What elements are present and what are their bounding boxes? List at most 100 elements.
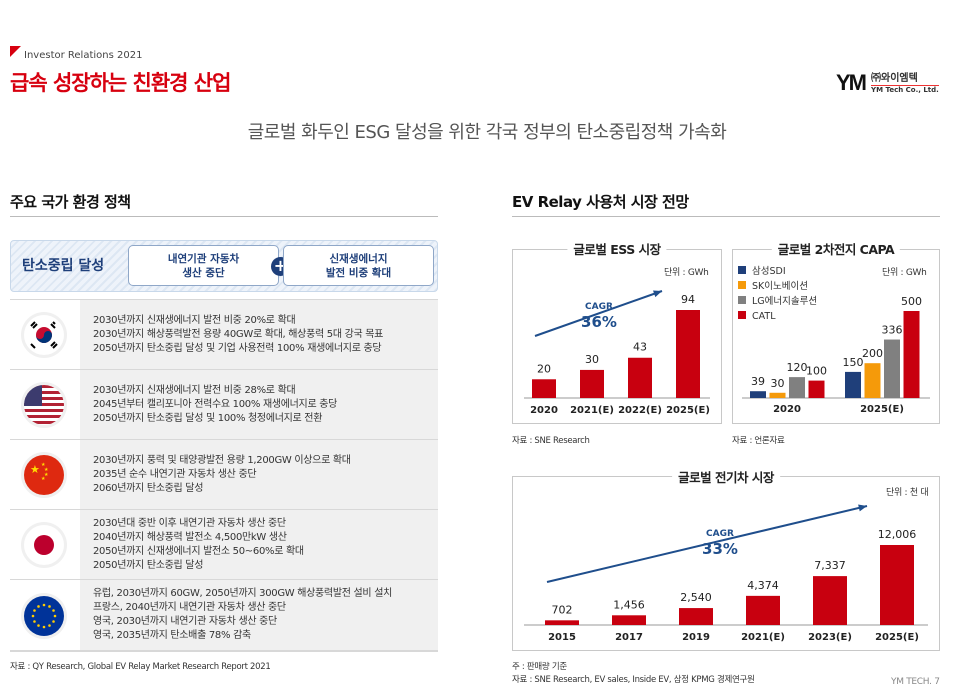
tick-label: 2021(E) <box>741 632 785 643</box>
divider <box>512 216 940 217</box>
data-label: 2,540 <box>680 591 712 604</box>
left-source: 자료 : QY Research, Global EV Relay Market… <box>10 662 271 672</box>
left-heading: 주요 국가 환경 정책 <box>10 193 131 211</box>
bar <box>746 595 780 625</box>
ess-source: 자료 : SNE Research <box>512 436 590 446</box>
data-label: 120 <box>787 361 808 374</box>
goal-label: 탄소중립 달성 <box>22 258 105 274</box>
policy-row-eu: 유럽, 2030년까지 60GW, 2050년까지 300GW 해상풍력발전 설… <box>10 580 438 652</box>
eu-star-icon <box>48 605 51 608</box>
goal-item-engine-stop: 내연기관 자동차 생산 중단 <box>128 245 279 286</box>
legend-swatch <box>738 281 746 289</box>
bar <box>750 391 766 398</box>
eu-star-icon <box>33 609 36 612</box>
bar <box>864 363 881 398</box>
eu-star-icon <box>31 614 35 618</box>
bar <box>769 392 786 398</box>
eu-star-icon <box>52 620 55 623</box>
data-label: 1,456 <box>613 598 645 611</box>
policy-text: 2030년대 중반 이후 내연기관 자동차 생산 중단 2040년까지 해상풍력… <box>93 518 304 571</box>
capa-unit: 단위 : GWh <box>882 268 927 278</box>
cagr-arrow <box>546 505 868 583</box>
policy-row-china: ★ ★ ★ ★ ★ 2030년까지 풍력 및 태양광발전 용량 1,200GW 이상으로… <box>10 440 438 510</box>
data-label: 39 <box>751 375 765 388</box>
policy-row-japan: 2030년대 중반 이후 내연기관 자동차 생산 중단 2040년까지 해상풍력… <box>10 510 438 580</box>
legend-label: CATL <box>752 311 776 322</box>
bar <box>903 311 920 398</box>
ess-unit: 단위 : GWh <box>664 268 709 278</box>
svg-text:★: ★ <box>41 476 46 482</box>
data-label: 150 <box>843 356 864 369</box>
svg-text:★: ★ <box>44 467 49 473</box>
data-label: 20 <box>537 362 551 375</box>
bar <box>676 310 700 398</box>
cagr-value: 36% <box>581 313 617 331</box>
bar <box>580 369 604 398</box>
legend-swatch <box>738 296 746 304</box>
cagr-arrow <box>534 290 663 337</box>
brand-triangle-icon <box>10 46 21 57</box>
svg-text:★: ★ <box>30 463 40 476</box>
bar <box>813 576 847 625</box>
bar <box>545 620 579 625</box>
arrow-head-icon <box>653 290 662 298</box>
data-label: 702 <box>552 603 573 616</box>
policy-row-usa: 2030년까지 신재생에너지 발전 비중 28%로 확대 2045년부터 캘리포… <box>10 370 438 440</box>
eu-star-icon <box>42 625 46 629</box>
svg-text:★: ★ <box>44 472 49 478</box>
bar <box>789 377 805 398</box>
arrow-head-icon <box>858 504 867 512</box>
right-heading: EV Relay 사용처 시장 전망 <box>512 193 689 211</box>
legend-label: SK이노베이션 <box>752 281 808 292</box>
data-label: 500 <box>901 295 922 308</box>
tick-label: 2015 <box>548 632 576 643</box>
legend-item: CATL <box>738 309 817 324</box>
tick-label: 2022(E) <box>618 405 662 416</box>
data-label: 30 <box>585 353 599 366</box>
eu-star-icon <box>37 605 40 608</box>
tick-label: 2020 <box>530 405 558 416</box>
usa-flag-icon <box>24 385 64 425</box>
korea-flag-icon <box>24 315 64 355</box>
policy-text: 2030년까지 신재생에너지 발전 비중 20%로 확대 2030년까지 해상풍… <box>93 315 384 354</box>
cagr-label: CAGR <box>706 529 734 539</box>
legend-item: 삼성SDI <box>738 264 817 279</box>
legend-swatch <box>738 311 746 319</box>
divider <box>10 216 438 217</box>
bar <box>880 545 914 625</box>
ess-chart-title: 글로벌 ESS 시장 <box>567 239 667 258</box>
bar <box>679 608 713 625</box>
eu-star-icon <box>42 603 46 607</box>
policy-row-korea: 2030년까지 신재생에너지 발전 비중 20%로 확대 2030년까지 해상풍… <box>10 300 438 370</box>
section-label: Investor Relations 2021 <box>24 50 143 61</box>
policy-text: 2030년까지 풍력 및 태양광발전 용량 1,200GW 이상으로 확대 20… <box>93 455 351 494</box>
bar <box>884 339 900 398</box>
data-label: 94 <box>681 293 695 306</box>
page-number: YM TECH. 7 <box>891 677 940 687</box>
logo-english: YM Tech Co., Ltd. <box>871 85 939 94</box>
tick-label: 2025(E) <box>875 632 919 643</box>
legend-label: 삼성SDI <box>752 266 786 277</box>
tick-label: 2025(E) <box>666 405 710 416</box>
page-title: 급속 성장하는 친환경 산업 <box>10 71 231 95</box>
cagr-label: CAGR <box>585 302 613 312</box>
ev-chart-title: 글로벌 전기차 시장 <box>672 467 780 486</box>
japan-flag-icon <box>24 525 64 565</box>
data-label: 100 <box>806 365 827 378</box>
cagr-value: 33% <box>702 540 738 558</box>
data-label: 12,006 <box>878 528 917 541</box>
data-label: 4,374 <box>747 579 779 592</box>
data-label: 43 <box>633 341 647 354</box>
tick-label: 2017 <box>615 632 643 643</box>
bar <box>532 379 556 398</box>
legend-item: LG에너지솔루션 <box>738 294 817 309</box>
capa-legend: 삼성SDI SK이노베이션 LG에너지솔루션 CATL <box>738 264 817 324</box>
tick-label: 2020 <box>773 404 801 415</box>
bar <box>612 615 646 625</box>
tick-label: 2023(E) <box>808 632 852 643</box>
eu-star-icon <box>52 609 55 612</box>
policy-text: 2030년까지 신재생에너지 발전 비중 28%로 확대 2045년부터 캘리포… <box>93 385 338 424</box>
legend-label: LG에너지솔루션 <box>752 296 818 307</box>
capa-chart-title: 글로벌 2차전지 CAPA <box>771 239 901 258</box>
